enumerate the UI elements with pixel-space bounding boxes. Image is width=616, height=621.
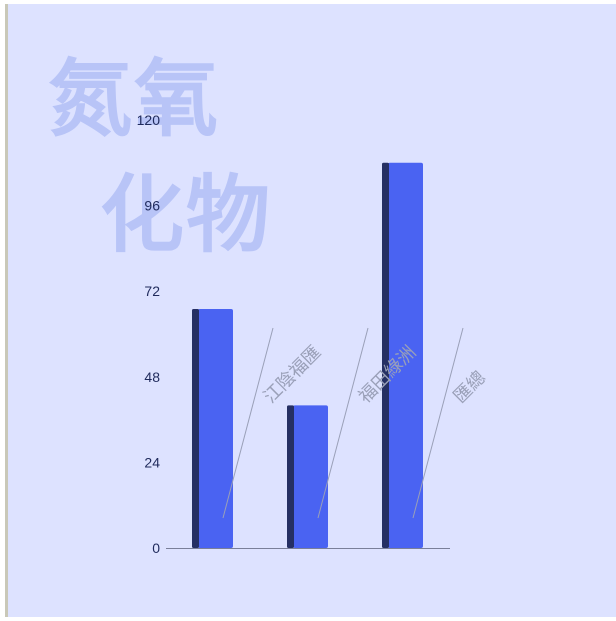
bar (382, 162, 423, 549)
bar-front (293, 405, 328, 548)
watermark-line-2: 化物 (100, 166, 272, 264)
leader-line (317, 327, 369, 519)
watermark: 氮氧 化物 (48, 50, 272, 264)
bar-side (192, 309, 199, 548)
bar-front (388, 162, 423, 549)
bar-side (287, 405, 294, 548)
bar (287, 405, 328, 548)
bar-side (382, 162, 389, 549)
bar-front (198, 309, 233, 548)
category-labels: 江陰福匯 福田綠洲 匯總 (222, 327, 490, 519)
category-label: 匯總 (450, 367, 490, 407)
y-tick-label: 24 (144, 454, 160, 470)
y-tick-label: 48 (144, 369, 160, 385)
y-tick-label: 120 (137, 112, 161, 128)
leader-line (222, 327, 274, 519)
watermark-line-1: 氮氧 (48, 50, 220, 148)
bar (192, 309, 233, 548)
category-label-group: 匯總 (412, 327, 490, 519)
y-axis-ticks: 0 24 48 72 96 120 (137, 112, 161, 556)
y-tick-label: 0 (152, 540, 160, 556)
y-tick-label: 96 (144, 198, 160, 214)
category-label: 江陰福匯 (260, 342, 326, 408)
leader-line (412, 327, 464, 519)
y-tick-label: 72 (144, 283, 160, 299)
